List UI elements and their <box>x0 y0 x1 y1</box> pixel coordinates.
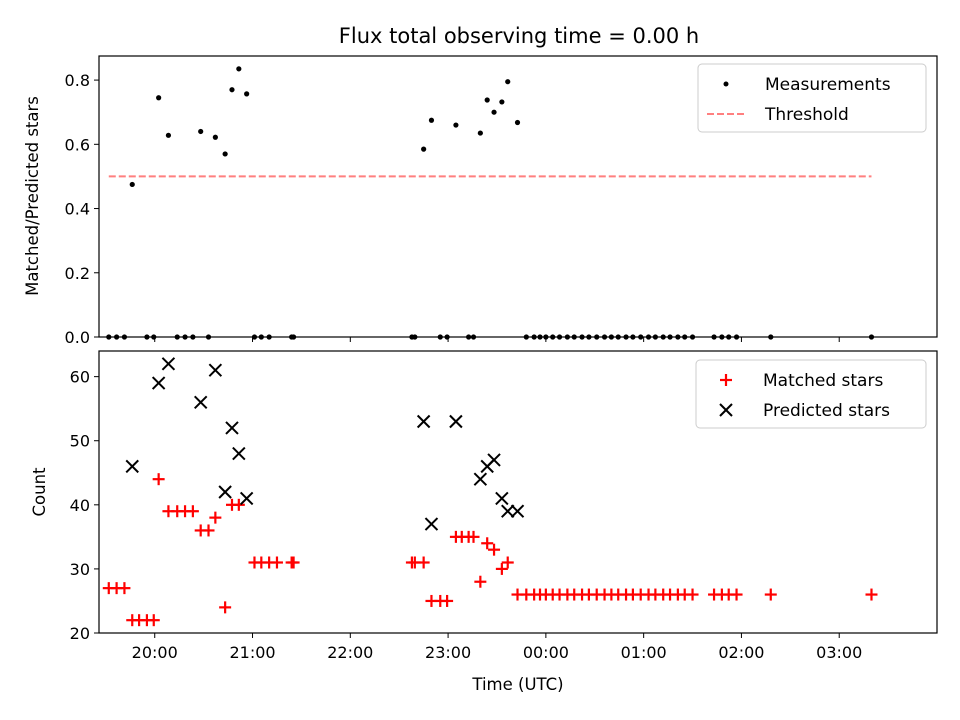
ratio-y-tick-label: 0.4 <box>65 200 90 219</box>
matched-stars-point <box>417 556 430 569</box>
measurements-point <box>156 95 162 101</box>
matched-stars-point <box>118 582 131 595</box>
matched-stars-point <box>186 505 199 518</box>
predicted-stars-point <box>218 485 232 499</box>
ratio-axes-frame <box>98 55 938 338</box>
count-y-axis-label: Count <box>30 467 49 517</box>
predicted-stars-point <box>161 357 176 371</box>
count-x-tick-label: 20:00 <box>132 643 178 662</box>
count-x-tick-label: 00:00 <box>523 643 569 662</box>
measurements-point <box>484 97 490 103</box>
ratio-y-axis-label: Matched/Predicted stars <box>23 96 42 296</box>
count-ticks: 20 30 40 50 60 20:00 21:00 22:00 23:00 00:00 01:00… <box>70 368 863 662</box>
ratio-legend-box <box>697 63 927 133</box>
matched-stars-point <box>481 537 494 550</box>
count-marks <box>102 357 878 627</box>
predicted-stars-point <box>473 472 488 486</box>
ratio-ticks: 0.0 0.2 0.4 0.6 0.8 <box>65 71 840 347</box>
predicted-stars-point <box>225 421 239 435</box>
measurements-point <box>198 128 204 135</box>
measurements-point <box>212 134 218 140</box>
measurements-point <box>453 122 459 128</box>
ratio-y-tick-label: 0.8 <box>65 71 90 90</box>
matched-stars-point <box>474 575 487 588</box>
ratio-y-tick-label: 0.6 <box>65 135 90 154</box>
predicted-legend-marker <box>719 403 733 417</box>
measurements-point <box>491 109 497 115</box>
predicted-stars-point <box>125 459 139 474</box>
count-x-tick-label: 01:00 <box>621 643 667 662</box>
measurements-point <box>244 91 250 97</box>
measurements-point <box>477 130 483 136</box>
matched-stars-point <box>270 556 283 569</box>
ratio-legend: Measurements Threshold <box>697 63 927 133</box>
matched-stars-point <box>152 473 165 486</box>
measurements-point <box>499 99 505 105</box>
predicted-stars-point <box>510 504 525 518</box>
matched-stars-point <box>501 556 514 569</box>
matched-stars-point <box>467 530 480 543</box>
measurements-point <box>428 117 435 123</box>
matched-stars-point <box>287 556 300 569</box>
matched-stars-point <box>488 543 501 556</box>
ratio-y-tick-label: 0.2 <box>65 264 90 283</box>
predicted-stars-point <box>449 414 463 429</box>
measurements-point <box>505 79 511 85</box>
count-x-tick-label: 23:00 <box>425 643 471 662</box>
predicted-stars-point <box>208 363 223 377</box>
measurements-point <box>421 146 427 152</box>
measurements-point <box>165 132 172 138</box>
measurements-point <box>229 87 235 93</box>
measurements-legend-label: Measurements <box>765 75 891 95</box>
measurements-point <box>514 119 521 126</box>
count-legend: Matched stars Predicted stars <box>695 359 927 429</box>
count-x-tick-label: 22:00 <box>327 643 373 662</box>
count-axes-frame <box>98 350 938 634</box>
x-axis-label: Time (UTC) <box>471 675 563 694</box>
predicted-stars-point <box>424 517 439 531</box>
predicted-stars-point <box>501 504 515 518</box>
matched-stars-point <box>495 562 508 575</box>
count-y-tick-label: 50 <box>70 432 90 451</box>
matched-legend-label: Matched stars <box>763 371 883 391</box>
matched-stars-point <box>865 588 878 601</box>
predicted-legend-label: Predicted stars <box>763 401 890 421</box>
predicted-stars-point <box>232 446 246 461</box>
predicted-stars-point <box>495 491 509 506</box>
measurements-point <box>129 181 135 188</box>
measurements-legend-marker <box>723 81 729 87</box>
matched-legend-marker <box>720 374 732 386</box>
count-y-tick-label: 20 <box>70 624 90 643</box>
count-x-tick-label: 03:00 <box>816 643 862 662</box>
measurements-point <box>222 151 228 157</box>
count-legend-box <box>695 359 927 429</box>
matched-stars-point <box>202 524 215 537</box>
measurements-point <box>236 66 242 72</box>
matched-stars-point <box>209 511 222 524</box>
matched-stars-point <box>232 498 245 511</box>
figure-title: Flux total observing time = 0.00 h <box>339 24 699 48</box>
threshold-legend-label: Threshold <box>764 105 849 125</box>
matched-stars-point <box>147 614 160 627</box>
count-x-tick-label: 21:00 <box>229 643 275 662</box>
predicted-stars-point <box>239 491 254 506</box>
predicted-stars-point <box>487 453 501 467</box>
predicted-stars-point <box>151 376 166 390</box>
count-y-tick-label: 60 <box>70 368 90 387</box>
predicted-stars-point <box>193 395 208 409</box>
matched-stars-point <box>219 601 232 614</box>
count-y-tick-label: 30 <box>70 560 90 579</box>
matched-stars-point <box>686 588 699 601</box>
predicted-stars-point <box>416 414 431 429</box>
matched-stars-point <box>441 594 454 607</box>
count-x-tick-label: 02:00 <box>718 643 764 662</box>
ratio-y-tick-label: 0.0 <box>65 328 90 347</box>
ratio-subplot: 0.00.20.40.60.8 Matched/Predicted stars … <box>23 55 938 347</box>
count-subplot: 20 30 40 50 60 20:00 21:00 22:00 23:00 00:00 01:00… <box>30 350 938 694</box>
matched-stars-point <box>764 588 777 601</box>
count-y-tick-label: 40 <box>70 496 90 515</box>
matched-stars-point <box>730 588 743 601</box>
